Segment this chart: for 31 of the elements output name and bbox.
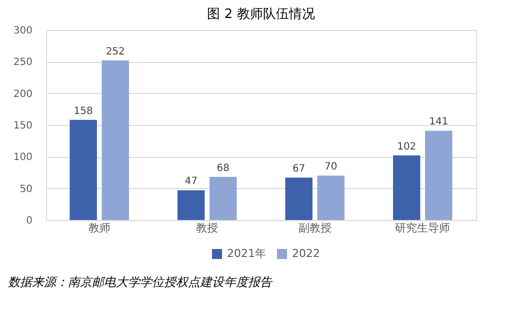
x-tick-label: 教师 — [88, 222, 110, 234]
y-tick-label: 50 — [20, 184, 32, 195]
y-tick-label: 150 — [13, 120, 32, 132]
bar — [393, 155, 420, 220]
y-tick-label: 200 — [13, 88, 32, 100]
y-tick-label: 100 — [13, 152, 32, 164]
chart-title: 图 2 教师队伍情况 — [207, 7, 315, 22]
data-label: 47 — [184, 176, 198, 188]
legend-label: 2021年 — [227, 247, 266, 260]
data-label: 158 — [74, 106, 93, 117]
y-tick-label: 300 — [13, 26, 32, 36]
bar — [177, 190, 205, 220]
x-tick-label: 研究生导师 — [395, 222, 450, 234]
y-tick-label: 250 — [13, 57, 32, 68]
bar — [210, 176, 237, 220]
x-tick-label: 教授 — [196, 222, 218, 234]
data-label: 67 — [292, 164, 306, 175]
bar — [102, 60, 129, 220]
bar — [285, 178, 312, 220]
data-label: 68 — [216, 162, 230, 174]
bar — [317, 176, 345, 220]
data-label: 102 — [397, 141, 416, 152]
bar — [425, 130, 452, 220]
y-tick-label: 0 — [26, 216, 32, 226]
bar — [70, 120, 97, 220]
data-label: 70 — [324, 162, 338, 173]
source-note: 数据来源：南京邮电大学学位授权点建设年度报告 — [8, 275, 273, 289]
data-label: 252 — [106, 46, 125, 58]
legend-label: 2022 — [292, 247, 320, 260]
x-tick-label: 副教授 — [298, 222, 332, 234]
data-label: 141 — [429, 116, 448, 128]
